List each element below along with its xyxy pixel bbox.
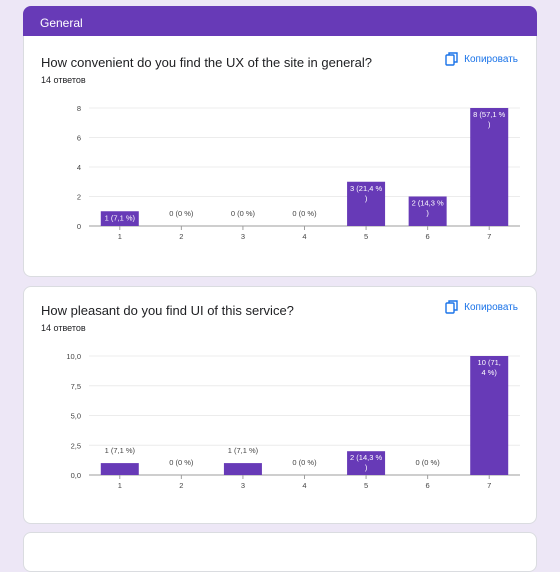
x-tick-label: 1 (118, 232, 122, 241)
section-header: General (23, 6, 537, 40)
data-label: 8 (57,1 %) (473, 110, 505, 129)
data-label: 0 (0 %) (169, 458, 194, 467)
bar (347, 451, 386, 475)
data-label: 1 (7,1 %) (105, 213, 136, 222)
data-label: 2 (14,3 %) (350, 453, 382, 472)
question-card-2: How pleasant do you find UI of this serv… (23, 286, 537, 524)
y-tick-label: 4 (77, 163, 81, 172)
x-tick-label: 2 (179, 232, 183, 241)
data-label: 0 (0 %) (169, 209, 194, 218)
bar (408, 196, 447, 226)
bar (223, 463, 262, 475)
data-label-line: 0 (0 %) (292, 209, 317, 218)
data-label: 1 (7,1 %) (105, 446, 136, 455)
bar (470, 356, 509, 475)
y-tick-label: 8 (77, 104, 81, 113)
x-tick-label: 1 (118, 481, 122, 490)
bar (470, 108, 509, 226)
x-tick-label: 5 (364, 481, 368, 490)
copy-icon (445, 300, 458, 314)
data-label: 0 (0 %) (416, 458, 441, 467)
copy-icon (445, 52, 458, 66)
x-tick-label: 4 (302, 232, 306, 241)
bar (100, 211, 139, 226)
section-title: General (40, 16, 83, 30)
question-card-3 (23, 532, 537, 572)
y-tick-label: 7,5 (71, 382, 81, 391)
x-tick-label: 7 (487, 232, 491, 241)
data-label-line: 1 (7,1 %) (105, 446, 136, 455)
response-count: 14 ответов (41, 75, 86, 85)
y-tick-label: 2,5 (71, 441, 81, 450)
x-tick-label: 2 (179, 481, 183, 490)
data-label-line: 0 (0 %) (231, 209, 256, 218)
data-label-line: 8 (57,1 % (473, 110, 505, 119)
data-label: 3 (21,4 %) (350, 184, 382, 203)
copy-button[interactable]: Копировать (445, 300, 518, 314)
y-tick-label: 10,0 (66, 352, 81, 361)
copy-button-label: Копировать (464, 301, 518, 313)
data-label-line: 0 (0 %) (292, 458, 317, 467)
data-label-line: 10 (71, (478, 358, 501, 367)
data-label-line: 0 (0 %) (169, 209, 194, 218)
data-label-line: ) (365, 194, 368, 203)
y-tick-label: 0,0 (71, 471, 81, 480)
data-label-line: ) (426, 209, 429, 218)
data-label-line: 2 (14,3 % (350, 453, 382, 462)
data-label-line: 1 (7,1 %) (228, 446, 259, 455)
data-label-line: 4 %) (482, 368, 498, 377)
data-label-line: ) (488, 120, 491, 129)
data-label-line: 0 (0 %) (416, 458, 441, 467)
x-tick-label: 3 (241, 232, 245, 241)
data-label-line: 3 (21,4 % (350, 184, 382, 193)
question-title: How pleasant do you find UI of this serv… (41, 303, 294, 318)
bar (100, 463, 139, 475)
y-tick-label: 5,0 (71, 412, 81, 421)
y-tick-label: 0 (77, 222, 81, 231)
data-label: 0 (0 %) (231, 209, 256, 218)
data-label: 0 (0 %) (292, 458, 317, 467)
data-label: 2 (14,3 %) (412, 199, 444, 218)
y-tick-label: 2 (77, 193, 81, 202)
copy-button-label: Копировать (464, 53, 518, 65)
x-tick-label: 6 (426, 481, 430, 490)
data-label: 1 (7,1 %) (228, 446, 259, 455)
x-tick-label: 7 (487, 481, 491, 490)
bar-chart: 0,0 2,5 5,0 7,5 10,0 1 1 (7,1 %) 2 0 (0 %) 3 1 (7,… (66, 352, 520, 490)
x-tick-label: 6 (426, 232, 430, 241)
question-card-1: How convenient do you find the UX of the… (23, 36, 537, 277)
response-count: 14 ответов (41, 323, 86, 333)
y-tick-label: 6 (77, 134, 81, 143)
question-title: How convenient do you find the UX of the… (41, 55, 372, 70)
x-tick-label: 3 (241, 481, 245, 490)
x-tick-label: 5 (364, 232, 368, 241)
data-label-line: ) (365, 463, 368, 472)
data-label-line: 2 (14,3 % (412, 199, 444, 208)
data-label: 0 (0 %) (292, 209, 317, 218)
data-label: 10 (71, 4 %) (478, 358, 501, 377)
bar (347, 181, 386, 226)
x-tick-label: 4 (302, 481, 306, 490)
data-label-line: 1 (7,1 %) (105, 213, 136, 222)
data-label-line: 0 (0 %) (169, 458, 194, 467)
copy-button[interactable]: Копировать (445, 52, 518, 66)
bar-chart: 0 2 4 6 8 1 1 (7,1 %) 2 0 (0 %) 3 0 (0 %) 4 0 (0 %) 5… (77, 104, 520, 241)
